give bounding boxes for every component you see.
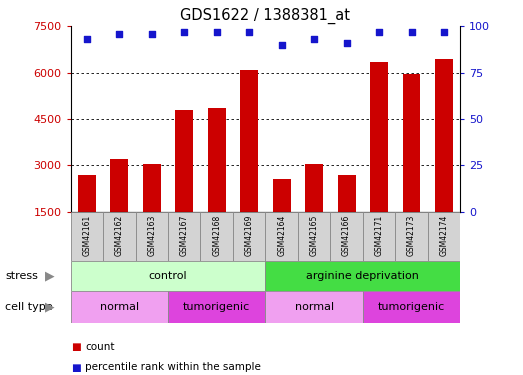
Text: percentile rank within the sample: percentile rank within the sample	[85, 363, 261, 372]
Bar	[78, 175, 96, 212]
Text: GSM42174: GSM42174	[439, 214, 449, 256]
Text: ■: ■	[71, 342, 81, 352]
Text: GSM42164: GSM42164	[277, 214, 286, 256]
Bar	[233, 212, 266, 261]
Bar	[435, 59, 453, 212]
Bar	[266, 212, 298, 261]
Point	[407, 29, 416, 35]
Point	[83, 36, 91, 42]
Text: normal: normal	[294, 302, 334, 312]
Text: GSM42169: GSM42169	[245, 214, 254, 256]
Bar	[266, 261, 460, 291]
Text: GSM42167: GSM42167	[180, 214, 189, 256]
Bar	[363, 212, 395, 261]
Bar	[305, 164, 323, 212]
Bar	[363, 291, 460, 322]
Point	[115, 31, 123, 37]
Bar	[168, 212, 200, 261]
Bar	[200, 212, 233, 261]
Bar	[298, 212, 331, 261]
Point	[245, 29, 253, 35]
Bar	[103, 212, 135, 261]
Text: tumorigenic: tumorigenic	[183, 302, 251, 312]
Text: GSM42161: GSM42161	[82, 214, 92, 256]
Bar	[71, 291, 168, 322]
Text: GSM42163: GSM42163	[147, 214, 156, 256]
Text: GSM42171: GSM42171	[374, 214, 383, 256]
Bar	[175, 110, 193, 212]
Point	[440, 29, 448, 35]
Text: stress: stress	[5, 271, 38, 280]
Point	[310, 36, 319, 42]
Bar	[272, 179, 291, 212]
Bar	[168, 291, 266, 322]
Bar	[370, 62, 388, 212]
Bar	[395, 212, 428, 261]
Bar	[331, 212, 363, 261]
Bar	[71, 261, 266, 291]
Bar	[135, 212, 168, 261]
Text: ▶: ▶	[45, 269, 54, 282]
Text: GSM42162: GSM42162	[115, 214, 124, 256]
Bar	[110, 159, 128, 212]
Bar	[71, 212, 103, 261]
Point	[375, 29, 383, 35]
Bar	[428, 212, 460, 261]
Text: tumorigenic: tumorigenic	[378, 302, 445, 312]
Bar	[266, 291, 363, 322]
Bar	[208, 108, 225, 212]
Point	[147, 31, 156, 37]
Text: GSM42173: GSM42173	[407, 214, 416, 256]
Point	[180, 29, 188, 35]
Bar	[338, 175, 356, 212]
Text: arginine deprivation: arginine deprivation	[306, 271, 419, 280]
Text: count: count	[85, 342, 115, 352]
Text: control: control	[149, 271, 187, 280]
Point	[343, 40, 351, 46]
Text: normal: normal	[100, 302, 139, 312]
Text: ▶: ▶	[45, 300, 54, 313]
Title: GDS1622 / 1388381_at: GDS1622 / 1388381_at	[180, 7, 350, 24]
Bar	[143, 164, 161, 212]
Point	[212, 29, 221, 35]
Point	[278, 42, 286, 48]
Text: GSM42165: GSM42165	[310, 214, 319, 256]
Text: GSM42168: GSM42168	[212, 214, 221, 256]
Bar	[403, 74, 420, 212]
Text: ■: ■	[71, 363, 81, 372]
Text: GSM42166: GSM42166	[342, 214, 351, 256]
Bar	[240, 70, 258, 212]
Text: cell type: cell type	[5, 302, 53, 312]
